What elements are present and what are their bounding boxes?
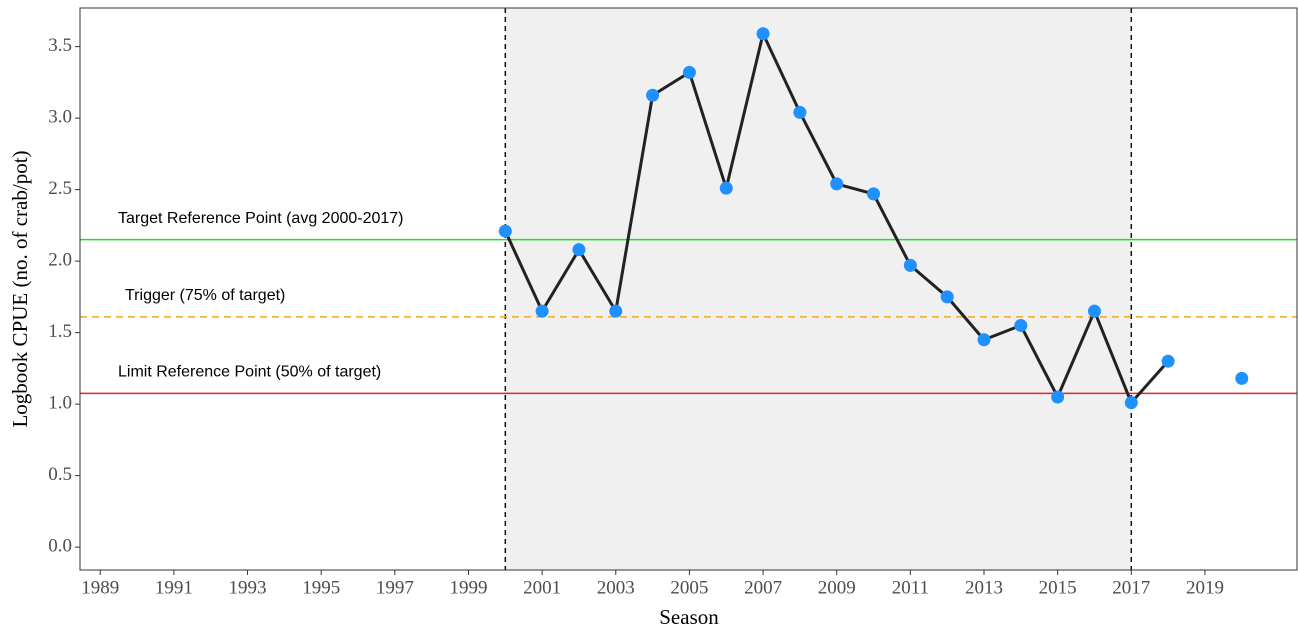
data-point — [498, 224, 512, 238]
data-point — [719, 181, 733, 195]
data-point — [1124, 396, 1138, 410]
data-point — [903, 258, 917, 272]
x-tick-label: 1993 — [229, 577, 267, 598]
data-point — [793, 105, 807, 119]
data-point — [1014, 318, 1028, 332]
x-axis-title: Season — [659, 605, 719, 629]
x-tick-label: 2007 — [744, 577, 782, 598]
x-tick-label: 2003 — [597, 577, 635, 598]
data-point — [940, 290, 954, 304]
y-tick-label: 3.5 — [48, 35, 72, 56]
x-tick-label: 2005 — [670, 577, 708, 598]
data-point — [830, 177, 844, 191]
reference-label: Trigger (75% of target) — [125, 287, 285, 304]
reference-label: Target Reference Point (avg 2000-2017) — [118, 210, 404, 227]
y-tick-label: 2.5 — [48, 178, 72, 199]
y-tick-label: 1.5 — [48, 321, 72, 342]
x-tick-label: 1999 — [449, 577, 487, 598]
x-tick-label: 2011 — [892, 577, 929, 598]
data-point — [1235, 371, 1249, 385]
data-point — [867, 187, 881, 201]
x-tick-label: 2015 — [1039, 577, 1077, 598]
data-point — [1087, 304, 1101, 318]
x-tick-label: 2013 — [965, 577, 1003, 598]
data-point — [682, 65, 696, 79]
x-tick-label: 2009 — [818, 577, 856, 598]
data-point — [756, 27, 770, 41]
x-tick-label: 1997 — [376, 577, 414, 598]
y-tick-label: 1.0 — [48, 392, 72, 413]
data-point — [609, 304, 623, 318]
y-tick-label: 3.0 — [48, 106, 72, 127]
x-tick-label: 2001 — [523, 577, 561, 598]
x-tick-label: 1995 — [302, 577, 340, 598]
x-tick-label: 1989 — [81, 577, 119, 598]
data-point — [535, 304, 549, 318]
data-point — [1051, 390, 1065, 404]
x-tick-label: 2019 — [1186, 577, 1224, 598]
data-point — [646, 88, 660, 102]
x-tick-label: 1991 — [155, 577, 193, 598]
plot-border — [79, 7, 1298, 571]
y-tick-label: 0.0 — [48, 535, 72, 556]
y-tick-label: 2.0 — [48, 249, 72, 270]
data-point — [572, 243, 586, 257]
reference-label: Limit Reference Point (50% of target) — [118, 364, 381, 381]
data-point — [1161, 354, 1175, 368]
y-axis-title: Logbook CPUE (no. of crab/pot) — [8, 150, 32, 427]
x-tick-label: 2017 — [1112, 577, 1150, 598]
data-point — [977, 333, 991, 347]
shaded-period — [505, 8, 1132, 570]
y-tick-label: 0.5 — [48, 464, 72, 485]
